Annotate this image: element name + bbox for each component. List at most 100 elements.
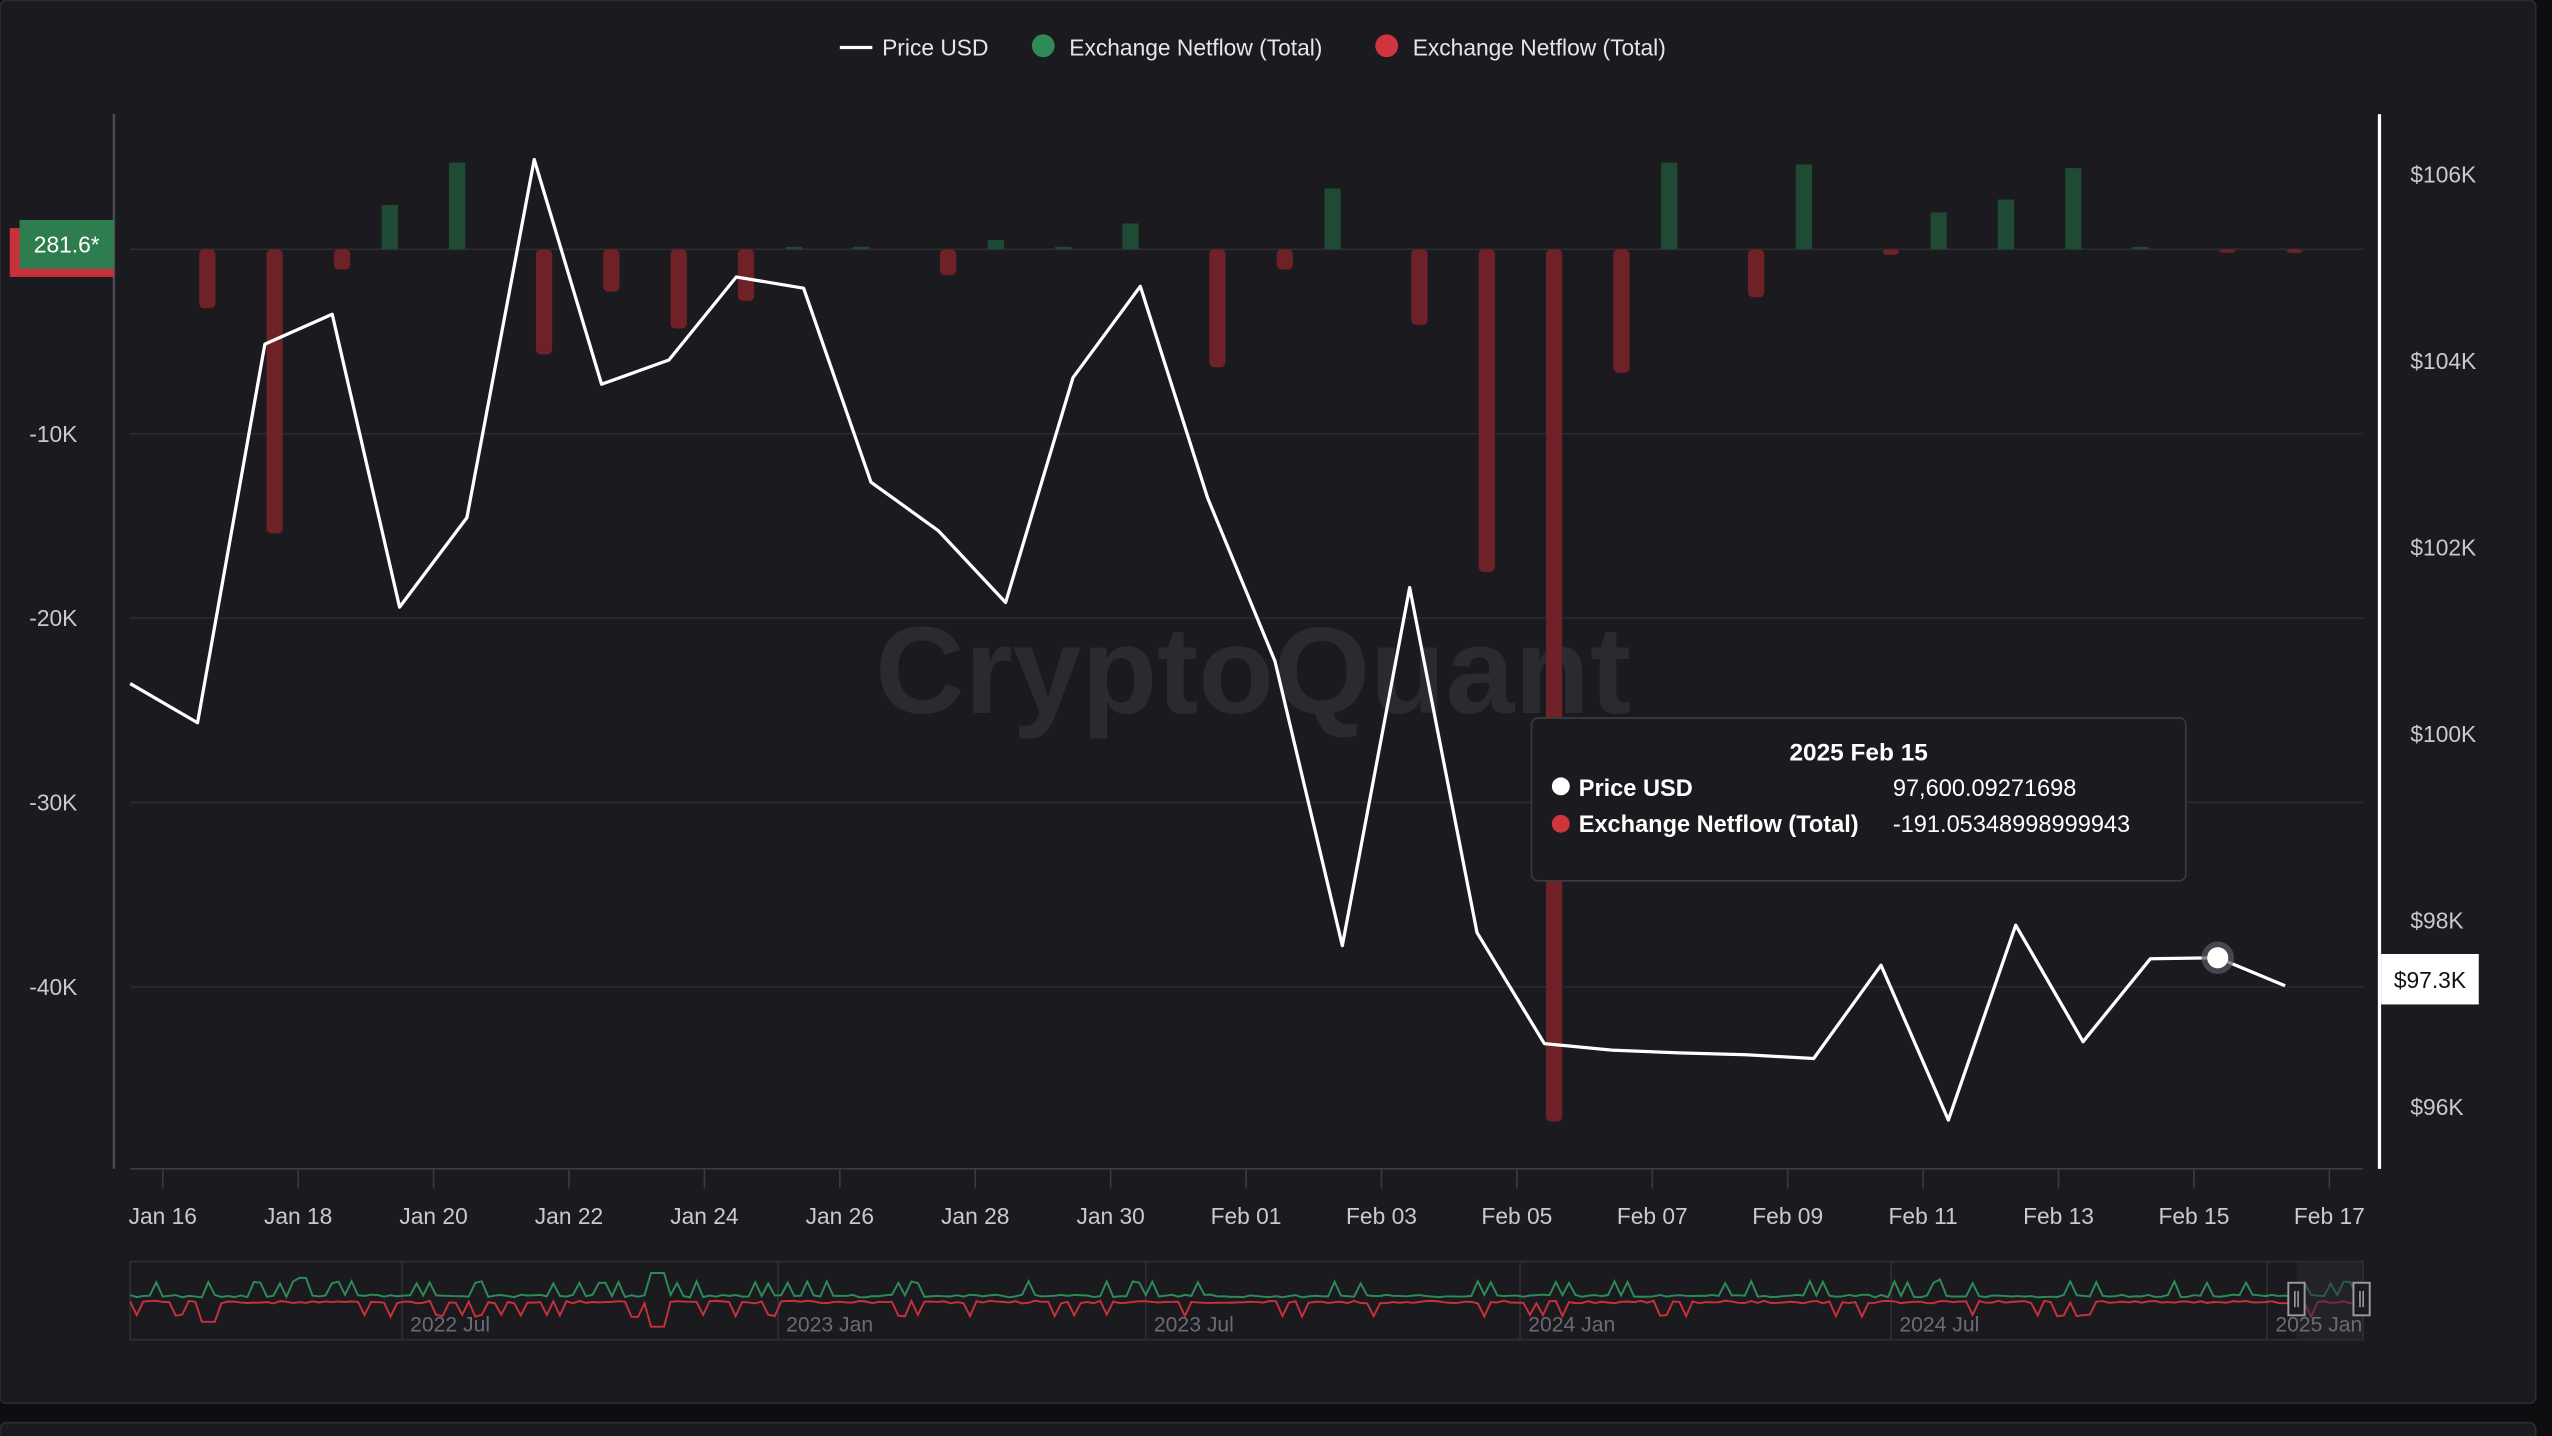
x-tick-label: Jan 16 xyxy=(129,1203,197,1229)
netflow-bar-jan-23[interactable] xyxy=(670,249,687,329)
right-tick-label: $100K xyxy=(2410,721,2476,747)
netflow-bar-jan-25[interactable] xyxy=(785,246,802,250)
right-tick-label: $98K xyxy=(2410,908,2463,934)
netflow-bar-feb-05[interactable] xyxy=(1545,249,1563,1122)
left-tick-label: -40K xyxy=(29,974,77,1000)
navigator-red-series xyxy=(129,1298,2357,1328)
left-tick-label: -20K xyxy=(29,605,77,631)
legend: Price USD Exchange Netflow (Total) Excha… xyxy=(839,34,1666,61)
navigator-selection[interactable] xyxy=(2296,1261,2364,1340)
netflow-bar-jan-22[interactable] xyxy=(603,249,620,292)
netflow-bar-feb-04[interactable] xyxy=(1478,249,1495,572)
navigator-right-handle[interactable] xyxy=(2352,1281,2371,1317)
price-line xyxy=(129,157,2286,1122)
svg-text:Price USD: Price USD xyxy=(1579,775,1693,801)
netflow-bar-feb-09[interactable] xyxy=(1795,164,1813,250)
netflow-bar-jan-16[interactable] xyxy=(199,249,216,309)
netflow-bar-feb-01[interactable] xyxy=(1276,249,1293,270)
page-footer-panel xyxy=(0,1421,2537,1436)
navigator-label: 2025 Jan xyxy=(2275,1314,2362,1337)
netflow-bar-feb-03[interactable] xyxy=(1411,249,1428,325)
legend-netflow-negative[interactable]: Exchange Netflow (Total) xyxy=(1413,35,1666,61)
netflow-bar-feb-10[interactable] xyxy=(1882,249,1899,255)
netflow-bar-jan-19[interactable] xyxy=(381,205,398,250)
x-tick-label: Feb 11 xyxy=(1889,1203,1958,1229)
svg-text:$97.3K: $97.3K xyxy=(2394,967,2466,993)
navigator-label: 2022 Jul xyxy=(410,1314,490,1337)
netflow-bar-feb-15[interactable] xyxy=(2219,249,2236,253)
right-value-badge: $97.3K xyxy=(2381,953,2479,1005)
x-tick-label: Jan 26 xyxy=(806,1203,874,1229)
netflow-bar-jan-18[interactable] xyxy=(333,249,351,270)
chart-panel xyxy=(0,0,2537,1405)
left-value-badge: 281.6* xyxy=(9,219,114,277)
netflow-bar-feb-14[interactable] xyxy=(2132,246,2149,250)
tooltip: 2025 Feb 15 Price USD 97,600.09271698 Ex… xyxy=(1530,717,2187,882)
svg-text:Exchange Netflow (Total): Exchange Netflow (Total) xyxy=(1579,811,1859,837)
x-tick-label: Feb 03 xyxy=(1346,1203,1417,1229)
right-axis: $106K $104K $102K $100K $98K $96K xyxy=(2410,162,2476,1121)
svg-text:97,600.09271698: 97,600.09271698 xyxy=(1893,775,2077,801)
watermark: CryptoQuant xyxy=(875,602,1631,740)
x-tick-label: Jan 30 xyxy=(1076,1203,1144,1229)
legend-green-dot-icon xyxy=(1031,34,1055,58)
netflow-bar-jan-31[interactable] xyxy=(1209,249,1226,368)
left-axis: -10K -20K -30K -40K xyxy=(29,421,77,1000)
legend-price[interactable]: Price USD xyxy=(882,35,988,61)
x-tick-label: Feb 15 xyxy=(2158,1203,2229,1229)
netflow-bar-jan-21[interactable] xyxy=(535,249,553,355)
x-tick-label: Feb 01 xyxy=(1211,1203,1282,1229)
x-axis: Jan 16 Jan 18 Jan 20 Jan 22 Jan 24 Jan 26 Jan … xyxy=(129,1168,2365,1229)
navigator-label: 2023 Jul xyxy=(1154,1314,1234,1337)
navigator-left-handle[interactable] xyxy=(2287,1281,2306,1317)
netflow-bar-jan-17[interactable] xyxy=(266,249,283,534)
svg-text:-191.05348998999943: -191.05348998999943 xyxy=(1893,811,2130,837)
netflow-bar-jan-24[interactable] xyxy=(737,249,755,301)
right-tick-label: $104K xyxy=(2410,348,2476,374)
netflow-bar-jan-26[interactable] xyxy=(853,246,870,250)
x-tick-label: Feb 07 xyxy=(1617,1203,1688,1229)
netflow-bar-jan-20[interactable] xyxy=(449,162,466,250)
netflow-bar-jan-30[interactable] xyxy=(1122,223,1139,250)
tooltip-price-dot-icon xyxy=(1551,777,1570,796)
legend-red-dot-icon xyxy=(1375,34,1399,58)
netflow-bar-feb-02[interactable] xyxy=(1324,188,1341,250)
right-tick-label: $106K xyxy=(2410,162,2476,188)
grid xyxy=(130,248,2364,988)
netflow-bar-feb-11[interactable] xyxy=(1930,212,1947,250)
netflow-bars xyxy=(199,162,2303,1122)
x-tick-label: Feb 17 xyxy=(2294,1203,2365,1229)
netflow-bar-feb-06[interactable] xyxy=(1613,249,1630,373)
netflow-bar-feb-07[interactable] xyxy=(1661,162,1678,250)
netflow-bar-feb-08[interactable] xyxy=(1747,249,1765,298)
left-tick-label: -30K xyxy=(29,790,77,816)
netflow-bar-feb-12[interactable] xyxy=(1997,199,2015,250)
range-navigator[interactable]: 2022 Jul 2023 Jan 2023 Jul 2024 Jan 2024 Jul… xyxy=(129,1260,2371,1341)
x-tick-label: Jan 28 xyxy=(941,1203,1009,1229)
navigator-label: 2024 Jan xyxy=(1528,1314,1615,1337)
netflow-bar-jan-29[interactable] xyxy=(1055,246,1072,250)
tooltip-netflow-dot-icon xyxy=(1551,814,1570,833)
navigator-label: 2023 Jan xyxy=(786,1314,873,1337)
right-tick-label: $96K xyxy=(2410,1094,2463,1120)
x-tick-label: Jan 24 xyxy=(670,1203,738,1229)
netflow-bar-feb-16[interactable] xyxy=(2286,249,2303,253)
left-tick-label: -10K xyxy=(29,421,77,447)
netflow-bar-feb-13[interactable] xyxy=(2065,168,2082,250)
x-tick-label: Jan 20 xyxy=(399,1203,467,1229)
legend-netflow-positive[interactable]: Exchange Netflow (Total) xyxy=(1069,35,1322,61)
svg-text:2025 Feb 15: 2025 Feb 15 xyxy=(1789,739,1927,766)
svg-text:281.6*: 281.6* xyxy=(34,232,100,258)
right-tick-label: $102K xyxy=(2410,535,2476,561)
navigator-green-series xyxy=(129,1272,2358,1300)
x-tick-label: Jan 22 xyxy=(535,1203,603,1229)
hover-point xyxy=(2207,947,2229,969)
netflow-bar-jan-27[interactable] xyxy=(939,249,957,276)
x-tick-label: Jan 18 xyxy=(264,1203,332,1229)
x-tick-label: Feb 05 xyxy=(1481,1203,1552,1229)
x-tick-label: Feb 09 xyxy=(1752,1203,1823,1229)
x-tick-label: Feb 13 xyxy=(2023,1203,2094,1229)
navigator-label: 2024 Jul xyxy=(1899,1314,1979,1337)
netflow-bar-jan-28[interactable] xyxy=(987,240,1004,250)
